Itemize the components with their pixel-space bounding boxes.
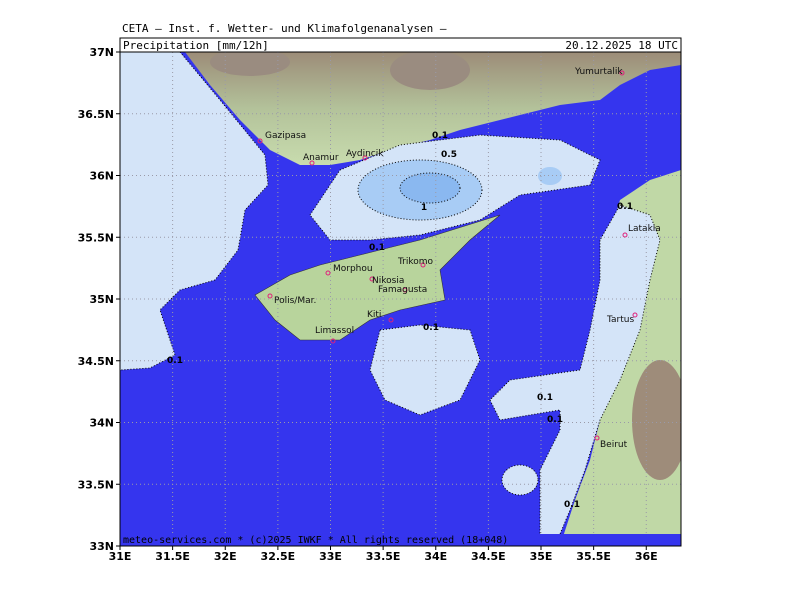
city-marker — [388, 317, 394, 323]
city-label: Gazipasa — [265, 131, 306, 141]
city-marker — [369, 276, 375, 282]
city-label: Latakia — [628, 224, 661, 234]
precip-area — [120, 52, 269, 371]
y-tick-label: 33N — [89, 540, 114, 553]
precip-area — [489, 204, 661, 546]
city-marker — [362, 155, 368, 161]
land — [254, 214, 501, 341]
x-tick-label: 34E — [424, 550, 447, 563]
city-label: Yumurtalik — [574, 67, 623, 77]
terrain — [632, 360, 681, 480]
contour-label: 0.1 — [369, 243, 385, 253]
city-marker — [622, 232, 628, 238]
city-marker — [594, 435, 600, 441]
y-tick-label: 33.5N — [78, 478, 114, 491]
title: Precipitation [mm/12h] — [123, 39, 269, 52]
y-tick-label: 36.5N — [78, 108, 114, 121]
precip-area — [538, 167, 562, 185]
datetime: 20.12.2025 18 UTC — [565, 39, 678, 52]
y-tick-label: 35N — [89, 293, 114, 306]
footer: meteo-services.com * (c)2025 IWKF * All … — [123, 535, 508, 546]
x-tick-label: 33E — [319, 550, 342, 563]
city-label: Anamur — [303, 153, 339, 163]
city-marker — [632, 312, 638, 318]
y-tick-label: 34.5N — [78, 355, 114, 368]
city-label: Trikomo — [397, 257, 434, 267]
city-label: Limassol — [315, 326, 354, 336]
city-marker — [330, 338, 336, 344]
contour-label: 0.5 — [441, 150, 457, 160]
city-label: Famagusta — [378, 285, 427, 295]
axes: 31E 31.5E 32E 32.5E 33E 33.5E 34E 34.5E 35E 35.5E… — [78, 46, 658, 563]
y-tick-label: 34N — [89, 417, 114, 430]
x-tick-label: 33.5E — [366, 550, 401, 563]
city-label: Aydincik — [346, 149, 384, 159]
terrain — [390, 52, 470, 90]
contour-label: 0.1 — [547, 415, 563, 425]
city-label: Nikosia — [372, 276, 404, 286]
cities: Gazipasa Anamur Aydincik Yumurtalik Latakia T… — [167, 67, 661, 510]
city-marker — [619, 70, 625, 76]
city-marker — [257, 138, 263, 144]
footer-bar — [120, 534, 681, 546]
city-marker — [267, 293, 273, 299]
map-area: Gazipasa Anamur Aydincik Yumurtalik Latakia T… — [120, 52, 681, 546]
terrain — [210, 52, 290, 76]
city-marker — [309, 160, 315, 166]
land — [185, 52, 681, 165]
institute: CETA – Inst. f. Wetter- und Klimafolgena… — [122, 22, 447, 35]
contour-label: 0.1 — [432, 131, 448, 141]
y-tick-label: 36N — [89, 170, 114, 183]
city-label: Kiti — [367, 310, 381, 320]
city-marker — [420, 262, 426, 268]
x-tick-label: 32.5E — [261, 550, 296, 563]
y-tick-label: 35.5N — [78, 231, 114, 244]
precip-area — [501, 464, 539, 496]
city-marker — [325, 270, 331, 276]
y-tick-label: 37N — [89, 46, 114, 59]
x-tick-label: 35.5E — [576, 550, 611, 563]
contour-label: 0.1 — [537, 393, 553, 403]
precip-area — [399, 172, 461, 204]
contour-label: 0.1 — [617, 202, 633, 212]
contour-label: 0.1 — [167, 356, 183, 366]
x-tick-label: 36E — [635, 550, 658, 563]
graticule — [120, 52, 681, 546]
x-tick-label: 34.5E — [471, 550, 506, 563]
x-tick-label: 35E — [530, 550, 553, 563]
city-label: Polis/Mar. — [274, 296, 316, 306]
precip-area — [369, 324, 481, 416]
x-tick-label: 31.5E — [155, 550, 190, 563]
contour-label: 1 — [421, 203, 427, 213]
x-tick-label: 32E — [214, 550, 237, 563]
x-tick-label: 31E — [109, 550, 132, 563]
city-label: Tartus — [606, 315, 634, 325]
contour-label: 0.1 — [564, 500, 580, 510]
contour-label: 0.1 — [423, 323, 439, 333]
city-label: Morphou — [333, 264, 373, 274]
city-label: Beirut — [600, 440, 628, 450]
city-marker — [402, 287, 408, 293]
